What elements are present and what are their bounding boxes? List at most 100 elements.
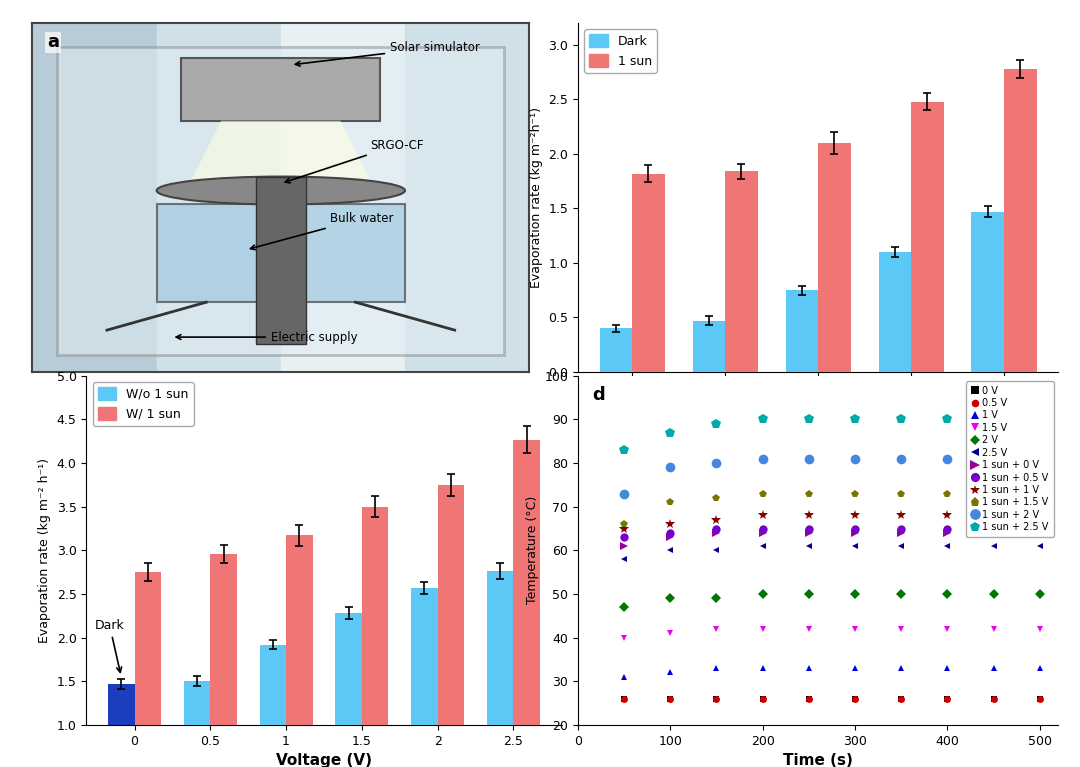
1 sun + 0.5 V — [710, 524, 723, 533]
1 sun + 1.5 V — [941, 489, 954, 499]
1 sun + 2.5 V — [756, 415, 769, 424]
2 V — [756, 589, 769, 598]
1 sun + 2.5 V — [1034, 415, 1047, 424]
1 sun + 1.5 V — [664, 498, 677, 507]
2.5 V — [895, 542, 908, 551]
Text: Electric supply: Electric supply — [176, 331, 357, 344]
0.5 V — [987, 694, 1000, 703]
2.5 V — [710, 546, 723, 555]
1 V — [941, 663, 954, 673]
2 V — [849, 589, 862, 598]
Polygon shape — [191, 120, 370, 180]
1 sun + 2 V — [895, 454, 908, 463]
1 sun + 1 V — [756, 511, 769, 520]
1 sun + 0.5 V — [849, 524, 862, 533]
1 V — [895, 663, 908, 673]
0 V — [1034, 694, 1047, 703]
1 sun + 2.5 V — [895, 415, 908, 424]
1 sun + 2 V — [802, 454, 815, 463]
0 V — [710, 694, 723, 703]
1 sun + 2 V — [849, 454, 862, 463]
1 V — [802, 663, 815, 673]
Bar — [912, 101, 944, 372]
1 sun + 0.5 V — [1034, 524, 1047, 533]
1.5 V — [664, 629, 677, 638]
Bar — [1004, 69, 1037, 372]
1 sun + 1.5 V — [802, 489, 815, 499]
X-axis label: Voltage (V): Voltage (V) — [276, 753, 372, 767]
1 sun + 2 V — [1034, 454, 1047, 463]
2.5 V — [664, 546, 677, 555]
1.5 V — [618, 633, 631, 642]
Legend: Dark, 1 sun: Dark, 1 sun — [584, 29, 657, 73]
Bar — [487, 571, 513, 767]
0.5 V — [849, 694, 862, 703]
0 V — [618, 694, 631, 703]
1 sun + 2.5 V — [849, 415, 862, 424]
1 sun + 0.5 V — [664, 528, 677, 538]
Text: Dark: Dark — [95, 619, 124, 673]
1 sun + 1.5 V — [618, 519, 631, 528]
0 V — [664, 694, 677, 703]
1 sun + 1 V — [849, 511, 862, 520]
Y-axis label: Evaporation rate (kg m⁻² h⁻¹): Evaporation rate (kg m⁻² h⁻¹) — [38, 458, 51, 643]
1 sun + 2.5 V — [941, 415, 954, 424]
Y-axis label: Evaporation rate (kg m⁻²h⁻¹): Evaporation rate (kg m⁻²h⁻¹) — [529, 107, 542, 288]
1 sun + 1.5 V — [1034, 489, 1047, 499]
Bar — [878, 252, 912, 372]
1 sun + 1 V — [710, 515, 723, 525]
0 V — [802, 694, 815, 703]
Text: b: b — [592, 34, 605, 51]
1 sun + 1.5 V — [849, 489, 862, 499]
1 sun + 0 V — [756, 528, 769, 538]
X-axis label: Height (cm): Height (cm) — [768, 400, 868, 415]
2.5 V — [618, 555, 631, 564]
2 V — [710, 594, 723, 603]
1 sun + 1.5 V — [756, 489, 769, 499]
0 V — [941, 694, 954, 703]
2 V — [941, 589, 954, 598]
0.5 V — [664, 694, 677, 703]
1.5 V — [849, 624, 862, 634]
2 V — [618, 602, 631, 611]
2.5 V — [941, 542, 954, 551]
0 V — [849, 694, 862, 703]
Line: 1 sun + 1 V: 1 sun + 1 V — [619, 511, 1044, 533]
1.5 V — [941, 624, 954, 634]
Bar — [692, 321, 725, 372]
Line: 1 sun + 0.5 V: 1 sun + 0.5 V — [620, 525, 1044, 542]
2.5 V — [1034, 542, 1047, 551]
1.5 V — [987, 624, 1000, 634]
1 sun + 1 V — [941, 511, 954, 520]
Bar — [362, 507, 389, 767]
1 sun + 1.5 V — [987, 489, 1000, 499]
1.5 V — [895, 624, 908, 634]
0 V — [987, 694, 1000, 703]
Line: 1 sun + 0 V: 1 sun + 0 V — [620, 528, 1044, 550]
1 sun + 2.5 V — [664, 428, 677, 437]
Line: 1.5 V: 1.5 V — [621, 625, 1043, 641]
Y-axis label: Temperature (°C): Temperature (°C) — [526, 496, 539, 604]
1 sun + 1.5 V — [710, 493, 723, 502]
Bar — [411, 588, 437, 767]
X-axis label: Time (s): Time (s) — [783, 753, 853, 767]
1 sun + 0 V — [849, 528, 862, 538]
1 V — [710, 663, 723, 673]
Bar — [281, 23, 405, 372]
0.5 V — [1034, 694, 1047, 703]
Line: 1 sun + 2.5 V: 1 sun + 2.5 V — [619, 415, 1044, 455]
2 V — [987, 589, 1000, 598]
1 V — [849, 663, 862, 673]
Line: 2 V: 2 V — [621, 591, 1043, 611]
Bar — [819, 143, 851, 372]
1 V — [664, 668, 677, 677]
1 sun + 0.5 V — [895, 524, 908, 533]
1 sun + 0.5 V — [987, 524, 1000, 533]
Text: d: d — [592, 387, 605, 404]
2.5 V — [756, 542, 769, 551]
1 sun + 2.5 V — [710, 420, 723, 429]
Bar — [513, 439, 540, 767]
Line: 2.5 V: 2.5 V — [621, 542, 1043, 562]
1 sun + 2.5 V — [987, 415, 1000, 424]
1 sun + 0.5 V — [618, 532, 631, 542]
